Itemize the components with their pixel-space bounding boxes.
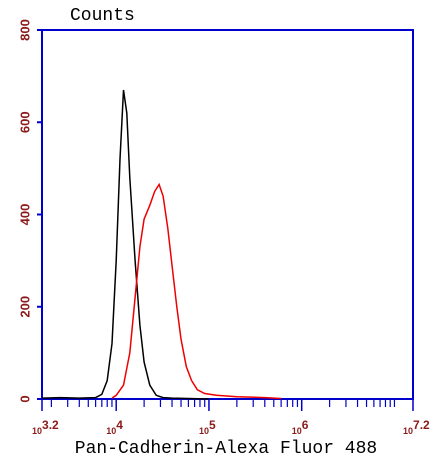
x-tick-label: 105 bbox=[199, 418, 216, 436]
x-tick-label: 104 bbox=[106, 418, 123, 436]
x-tick-label: 107.2 bbox=[403, 418, 430, 436]
x-tick-base: 10 bbox=[403, 426, 413, 436]
plot-frame bbox=[41, 29, 414, 400]
x-tick-base: 10 bbox=[32, 426, 42, 436]
series-line bbox=[42, 89, 210, 400]
x-tick-exponent: 3.2 bbox=[42, 418, 59, 432]
x-tick-exponent: 7.2 bbox=[413, 418, 430, 432]
x-tick-label: 106 bbox=[292, 418, 309, 436]
x-tick-exponent: 6 bbox=[302, 418, 309, 432]
x-tick-exponent: 4 bbox=[116, 418, 123, 432]
y-tick-label: 200 bbox=[17, 296, 32, 318]
x-tick-label: 103.2 bbox=[32, 418, 59, 436]
y-tick-label: 400 bbox=[17, 204, 32, 226]
series-line bbox=[111, 182, 282, 400]
y-axis-label: Counts bbox=[70, 6, 135, 26]
x-axis-label: Pan-Cadherin-Alexa Fluor 488 bbox=[75, 439, 377, 459]
x-tick-base: 10 bbox=[106, 426, 116, 436]
x-tick-base: 10 bbox=[292, 426, 302, 436]
y-tick-label: 0 bbox=[17, 395, 32, 402]
x-tick-exponent: 5 bbox=[209, 418, 216, 432]
y-tick-label: 800 bbox=[17, 19, 32, 41]
y-tick-label: 600 bbox=[17, 111, 32, 133]
x-tick-base: 10 bbox=[199, 426, 209, 436]
